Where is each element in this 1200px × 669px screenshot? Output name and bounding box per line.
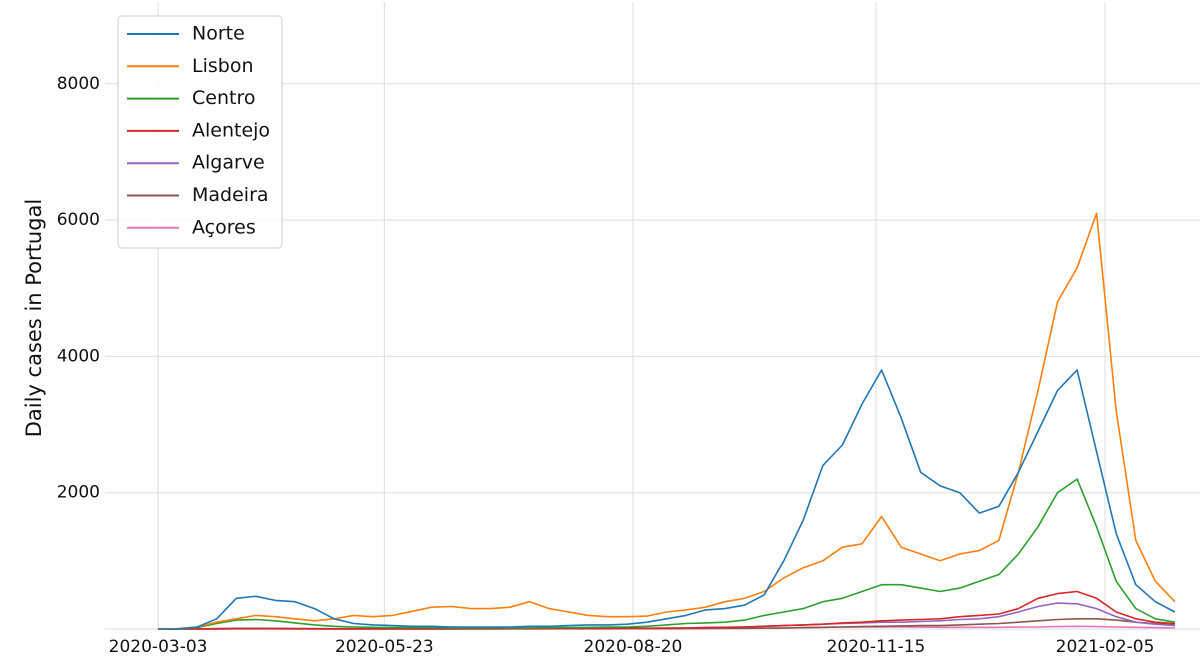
legend-label: Norte [192, 23, 245, 45]
legend-label: Lisbon [192, 55, 254, 77]
y-tick-label: 6000 [57, 210, 100, 230]
series-line [158, 212, 1176, 630]
legend-label: Madeira [192, 184, 269, 206]
x-tick-label: 2020-11-15 [827, 637, 926, 657]
x-tick-label: 2020-03-03 [109, 637, 208, 657]
legend-label: Alentejo [192, 119, 270, 141]
legend-label: Centro [192, 87, 255, 109]
axes: 2000 4000 6000 8000 2020-03-03 2020-05-23 2020… [57, 74, 1155, 657]
legend-label: Algarve [192, 152, 265, 174]
x-tick-label: 2020-05-23 [335, 637, 434, 657]
y-tick-label: 2000 [57, 483, 100, 503]
y-tick-label: 8000 [57, 74, 100, 94]
series-line [158, 590, 1175, 630]
legend-box [117, 15, 283, 249]
grid [105, 2, 1200, 630]
legend-label: Açores [192, 216, 256, 238]
series-line [158, 369, 1176, 630]
x-tick-label: 2020-08-20 [584, 637, 683, 657]
x-tick-label: 2021-02-05 [1056, 637, 1155, 657]
y-tick-label: 4000 [57, 346, 100, 366]
y-axis-label: Daily cases in Portugal [22, 199, 46, 438]
lines [158, 212, 1176, 630]
legend: Norte Lisbon Centro Alentejo Algarve Madeira A… [117, 15, 283, 249]
series-line [158, 478, 1176, 630]
